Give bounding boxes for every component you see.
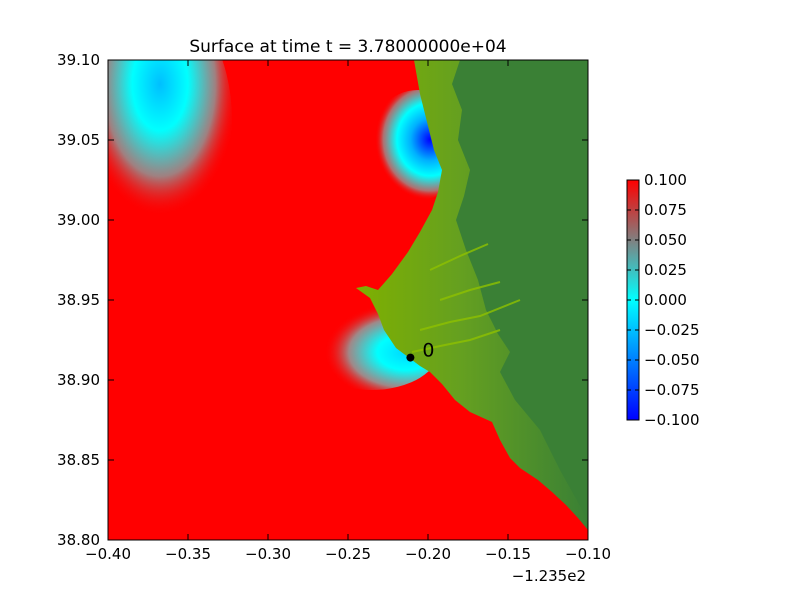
colorbar-tick-label: 0.075 — [644, 201, 687, 219]
x-offset-label: −1.235e2 — [512, 567, 586, 585]
x-tick-label: −0.25 — [325, 545, 371, 563]
stream-channels — [411, 243, 521, 353]
colorbar-ticks: 0.100 0.075 0.050 0.025 0.000 −0.025 −0.050 −0.… — [627, 171, 700, 429]
colorbar-tick-label: −0.025 — [644, 321, 700, 339]
gauge-marker: 0 — [406, 340, 434, 362]
plot-area — [108, 60, 588, 540]
gauge-label: 0 — [422, 340, 434, 362]
colorbar-tick-label: −0.050 — [644, 351, 700, 369]
colorbar-tick-label: 0.025 — [644, 261, 687, 279]
colorbar-tick-label: −0.075 — [644, 381, 700, 399]
x-tick-label: −0.15 — [485, 545, 531, 563]
colorbar-tick-label: 0.050 — [644, 231, 687, 249]
gauge-dot — [406, 353, 415, 362]
y-tick-label: 38.95 — [57, 291, 100, 309]
colorbar-tick-label: −0.100 — [644, 411, 700, 429]
y-tick-label: 39.05 — [57, 131, 100, 149]
colorbar-tick-label: 0.000 — [644, 291, 687, 309]
x-tick-label: −0.20 — [405, 545, 451, 563]
y-tick-label: 39.00 — [57, 211, 100, 229]
y-tick-label: 38.90 — [57, 371, 100, 389]
x-tick-label: −0.40 — [85, 545, 131, 563]
chart-title: Surface at time t = 3.78000000e+04 — [189, 37, 506, 57]
x-tick-label: −0.10 — [565, 545, 611, 563]
land-uplands — [452, 60, 588, 520]
colorbar-tick-label: 0.100 — [644, 171, 687, 189]
x-tick-label: −0.30 — [245, 545, 291, 563]
anomaly-northwest — [108, 60, 232, 240]
x-tick-label: −0.35 — [165, 545, 211, 563]
y-tick-label: 38.85 — [57, 451, 100, 469]
colorbar: 0.100 0.075 0.050 0.025 0.000 −0.025 −0.050 −0.… — [626, 171, 700, 429]
x-axis: −0.40 −0.35 −0.30 −0.25 −0.20 −0.15 −0.10 — [85, 60, 611, 563]
y-axis: 38.80 38.85 38.90 38.95 39.00 39.05 39.10 — [57, 51, 588, 549]
y-tick-label: 39.10 — [57, 51, 100, 69]
y-tick-label: 38.80 — [57, 531, 100, 549]
